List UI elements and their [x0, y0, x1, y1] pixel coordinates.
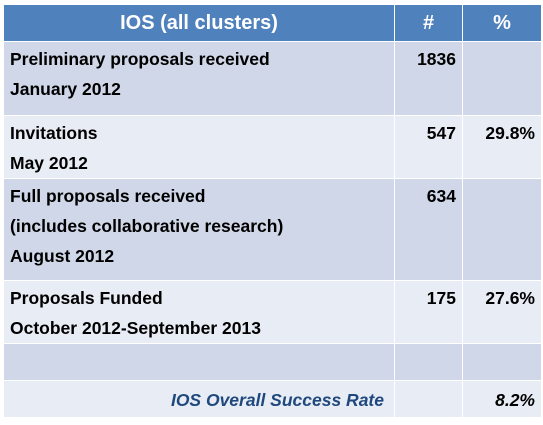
empty-row: [3, 343, 542, 381]
empty-cell: [462, 343, 542, 381]
row-percent: [462, 41, 542, 116]
row-count: 1836: [394, 41, 463, 116]
row-label: Preliminary proposals received January 2…: [3, 41, 395, 116]
row-label-line: August 2012: [10, 246, 115, 266]
row-percent: [462, 178, 542, 281]
row-count: 175: [394, 280, 463, 344]
empty-cell: [394, 343, 463, 381]
row-label-line: Full proposals received: [10, 186, 206, 206]
row-label-line: January 2012: [10, 79, 121, 99]
proposal-statistics-table: IOS (all clusters) # % Preliminary propo…: [3, 4, 542, 418]
summary-row: IOS Overall Success Rate 8.2%: [3, 380, 542, 418]
row-label-line: May 2012: [10, 153, 88, 173]
row-label-line: October 2012-September 2013: [10, 318, 261, 338]
table-row: Preliminary proposals received January 2…: [3, 41, 542, 116]
row-count: 634: [394, 178, 463, 281]
row-label-line: (includes collaborative research): [10, 216, 284, 236]
table-row: Full proposals received (includes collab…: [3, 178, 542, 281]
row-label: Invitations May 2012: [3, 115, 395, 179]
table-row: Invitations May 2012 547 29.8%: [3, 115, 542, 179]
row-percent: 29.8%: [462, 115, 542, 179]
header-row: IOS (all clusters) # %: [3, 4, 542, 42]
header-category: IOS (all clusters): [3, 4, 395, 42]
empty-cell: [3, 343, 395, 381]
header-count: #: [394, 4, 463, 42]
summary-percent: 8.2%: [462, 380, 542, 418]
row-label-line: Invitations: [10, 123, 98, 143]
row-percent: 27.6%: [462, 280, 542, 344]
row-label-line: Preliminary proposals received: [10, 49, 270, 69]
row-label: Full proposals received (includes collab…: [3, 178, 395, 281]
header-percent: %: [462, 4, 542, 42]
summary-count: [394, 380, 463, 418]
table-row: Proposals Funded October 2012-September …: [3, 280, 542, 344]
row-count: 547: [394, 115, 463, 179]
row-label: Proposals Funded October 2012-September …: [3, 280, 395, 344]
summary-label: IOS Overall Success Rate: [3, 380, 395, 418]
row-label-line: Proposals Funded: [10, 288, 163, 308]
